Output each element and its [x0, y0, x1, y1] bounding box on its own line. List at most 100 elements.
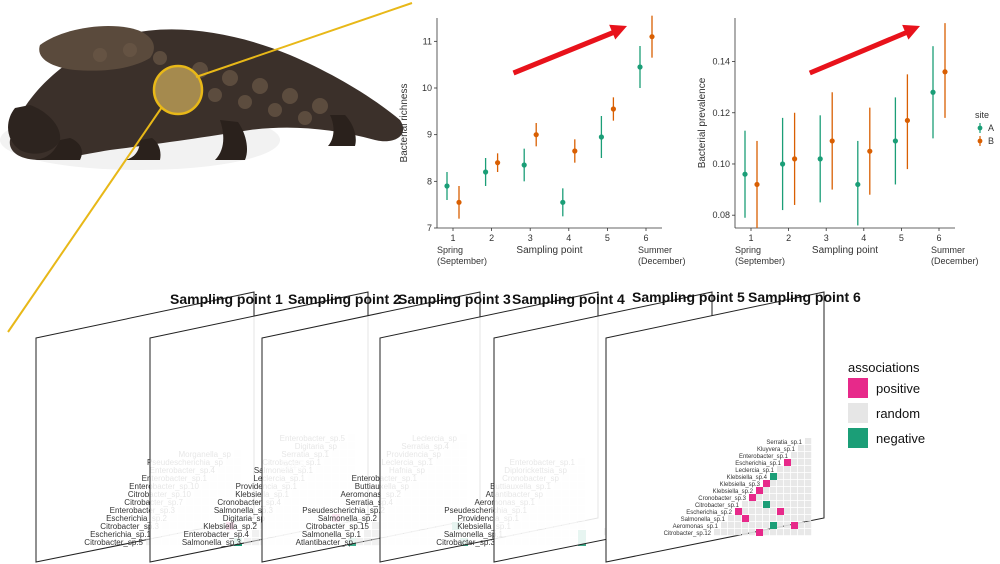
matrix-cell-random — [791, 480, 798, 487]
taxon-label: Cronobacter_sp.4 — [217, 498, 281, 507]
matrix-cell-random — [798, 508, 805, 515]
matrix-cell-random — [805, 501, 812, 508]
point-site-a-6 — [930, 89, 936, 95]
taxon-label: Pseudescherichia_sp.1 — [444, 506, 527, 515]
site-legend: site AB — [975, 110, 994, 146]
point-site-a-5 — [892, 138, 899, 144]
matrix-cell-random — [763, 508, 770, 515]
matrix-cell-random — [791, 473, 798, 480]
x-tick-label: 6 — [643, 233, 648, 243]
taxon-label: Salmonella_sp.1 — [444, 530, 504, 539]
matrix-cell-positive — [756, 529, 763, 536]
matrix-cell-random — [356, 538, 364, 546]
matrix-cell-random — [805, 445, 812, 452]
matrix-cell-random — [742, 522, 749, 529]
matrix-cell-random — [798, 480, 805, 487]
matrix-cell-random — [749, 529, 756, 536]
matrix-cell-random — [784, 480, 791, 487]
site-legend-dot-a — [977, 125, 983, 131]
taxon-label: Salmonella_sp.3 — [214, 506, 274, 515]
matrix-cell-random — [763, 522, 770, 529]
point-site-a-3 — [521, 162, 527, 168]
matrix-cell-random — [784, 466, 791, 473]
taxon-label: Salmonella_sp.1 — [302, 530, 362, 539]
taxon-label: Providencia_sp.1 — [458, 514, 520, 523]
matrix-cell-random — [777, 466, 784, 473]
associations-legend-label-positive: positive — [876, 381, 920, 396]
point-site-a-4 — [560, 199, 566, 205]
matrix-cell-random — [805, 459, 812, 466]
matrix-cell-random — [763, 515, 770, 522]
matrix-cell-random — [749, 522, 756, 529]
taxon-label: Citrobacter_sp.3 — [436, 538, 495, 547]
site-legend-label-a: A — [988, 123, 994, 133]
matrix-cell-random — [805, 438, 812, 445]
matrix-cell-negative — [763, 501, 770, 508]
matrix-cell-negative — [770, 522, 777, 529]
x-axis-label: Sampling point — [812, 245, 878, 256]
matrix-cell-random — [756, 508, 763, 515]
point-site-a-2 — [483, 169, 489, 175]
point-site-b-6 — [649, 34, 655, 40]
panel-title-1: Sampling point 1 — [170, 291, 283, 307]
matrix-cell-random — [784, 522, 791, 529]
matrix-cell-random — [798, 487, 805, 494]
matrix-cell-random — [784, 487, 791, 494]
taxon-label: Enterobacter_sp.3 — [110, 506, 176, 515]
matrix-cell-random — [777, 473, 784, 480]
matrix-cell-random — [798, 452, 805, 459]
matrix-cell-random — [721, 522, 728, 529]
point-site-b-4 — [572, 148, 578, 154]
association-panels: Sampling point 1Morganella_spPseudescher… — [35, 289, 861, 563]
taxon-label: Enterobacter_sp.1 — [739, 454, 789, 460]
matrix-cell-random — [805, 529, 812, 536]
connector-line-bottom — [7, 106, 163, 333]
matrix-cell-negative — [770, 473, 777, 480]
taxon-label: Digitaria_sp — [223, 514, 266, 523]
trend-arrow — [808, 28, 911, 76]
point-site-b-1 — [456, 199, 462, 205]
matrix-cell-random — [805, 466, 812, 473]
matrix-cell-random — [805, 487, 812, 494]
panel-title-3: Sampling point 3 — [398, 291, 511, 307]
x-extra-label-spring: Spring — [735, 245, 761, 255]
point-site-a-2 — [780, 161, 786, 167]
matrix-cell-random — [805, 473, 812, 480]
matrix-cell-random — [364, 530, 372, 538]
point-site-b-3 — [533, 132, 539, 138]
point-site-b-5 — [904, 117, 911, 124]
matrix-cell-random — [742, 501, 749, 508]
matrix-cell-random — [770, 508, 777, 515]
taxon-label: Kluyvera_sp.1 — [757, 447, 796, 453]
matrix-cell-random — [798, 466, 805, 473]
matrix-cell-random — [777, 487, 784, 494]
matrix-cell-random — [728, 515, 735, 522]
y-tick-label: 0.10 — [712, 159, 730, 169]
y-tick-label: 7 — [427, 223, 432, 233]
matrix-cell-positive — [784, 459, 791, 466]
y-tick-label: 0.08 — [712, 210, 730, 220]
matrix-cell-random — [770, 529, 777, 536]
y-tick-label: 0.12 — [712, 108, 730, 118]
associations-legend-title: associations — [848, 360, 920, 375]
connector-line-top — [195, 2, 413, 78]
associations-legend-label-negative: negative — [876, 431, 925, 446]
matrix-cell-random — [244, 538, 252, 546]
matrix-cell-random — [784, 473, 791, 480]
matrix-cell-random — [777, 480, 784, 487]
trend-arrow — [512, 28, 618, 76]
lizard-photo — [0, 25, 404, 170]
matrix-cell-random — [364, 538, 372, 546]
matrix-cell-random — [372, 538, 380, 546]
taxon-label: Salmonella_sp.3 — [182, 538, 242, 547]
point-site-a-1 — [444, 183, 450, 189]
matrix-cell-random — [735, 522, 742, 529]
matrix-cell-random — [372, 522, 380, 530]
matrix-cell-positive — [763, 480, 770, 487]
matrix-cell-random — [749, 508, 756, 515]
matrix-cell-random — [805, 515, 812, 522]
x-tick-label: 1 — [450, 233, 455, 243]
taxon-label: Aeromonas_sp.2 — [341, 490, 402, 499]
y-axis-label: Bacterial richness — [399, 84, 410, 163]
associations-legend-label-random: random — [876, 406, 920, 421]
